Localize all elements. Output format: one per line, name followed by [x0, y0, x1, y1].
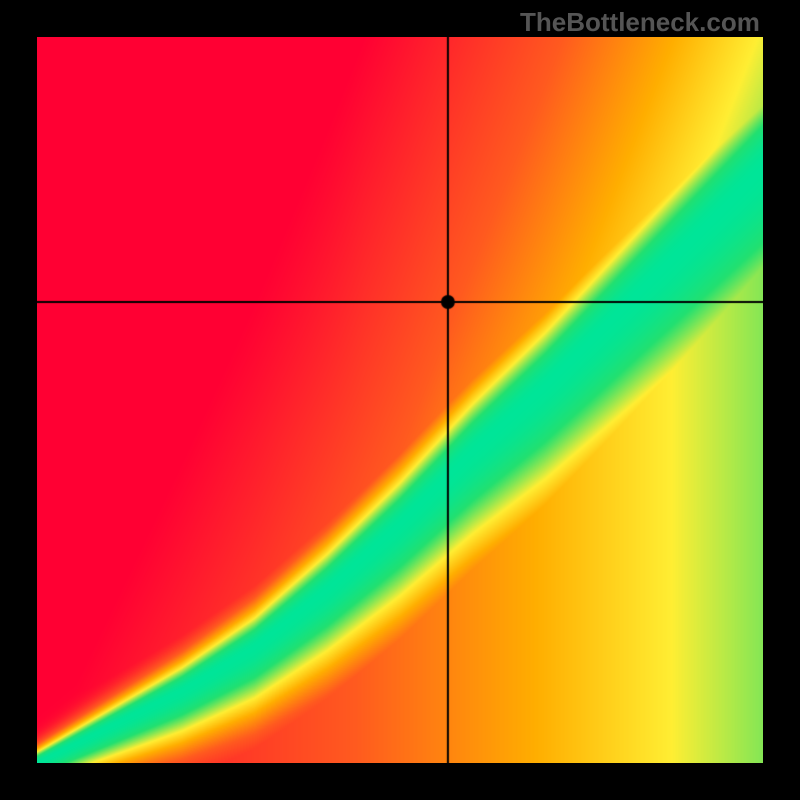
watermark-text: TheBottleneck.com [520, 7, 760, 38]
crosshair-layer [37, 37, 763, 763]
